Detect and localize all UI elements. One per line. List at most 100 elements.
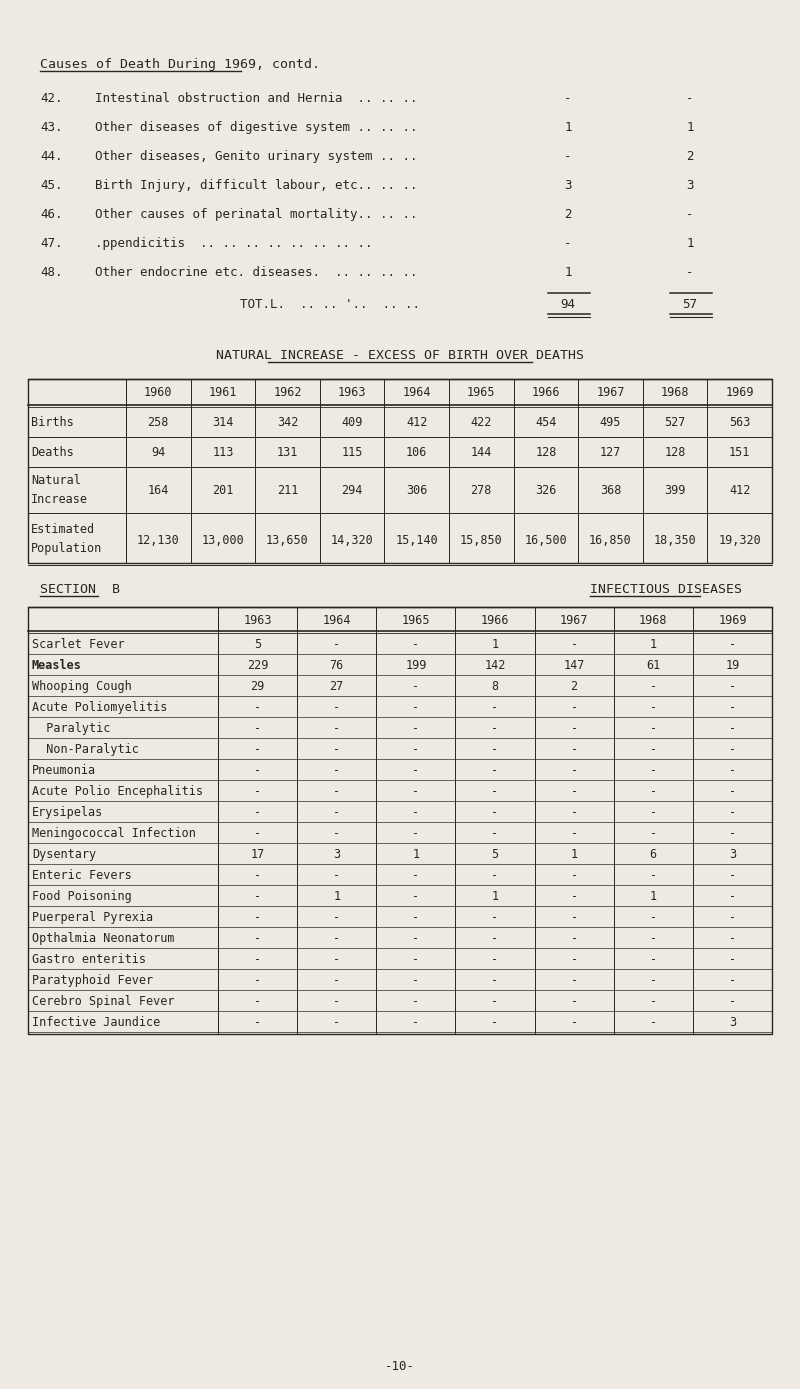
- Text: -: -: [254, 701, 261, 714]
- Text: Causes of Death During 1969, contd.: Causes of Death During 1969, contd.: [40, 58, 320, 71]
- Text: 3: 3: [686, 179, 694, 192]
- Text: 6: 6: [650, 849, 657, 861]
- Text: -: -: [412, 806, 419, 820]
- Text: Whooping Cough: Whooping Cough: [32, 681, 132, 693]
- Text: 15,850: 15,850: [460, 533, 502, 546]
- Text: -: -: [491, 701, 498, 714]
- Text: 306: 306: [406, 485, 427, 497]
- Text: -: -: [650, 932, 657, 945]
- Text: -: -: [333, 826, 340, 840]
- Text: 1: 1: [564, 267, 572, 279]
- Text: 368: 368: [600, 485, 621, 497]
- Text: INFECTIOUS DISEASES: INFECTIOUS DISEASES: [590, 583, 742, 596]
- Text: -: -: [650, 953, 657, 965]
- Text: 8: 8: [491, 681, 498, 693]
- Text: -: -: [570, 764, 578, 776]
- Text: 128: 128: [665, 446, 686, 460]
- Text: -: -: [254, 911, 261, 924]
- Text: -: -: [491, 1015, 498, 1029]
- Text: 131: 131: [277, 446, 298, 460]
- Text: -: -: [333, 953, 340, 965]
- Text: 57: 57: [682, 299, 698, 311]
- Text: 1961: 1961: [209, 386, 237, 400]
- Text: -: -: [564, 92, 572, 106]
- Text: 3: 3: [729, 849, 736, 861]
- Text: -: -: [254, 870, 261, 882]
- Bar: [28, 607, 772, 1033]
- Text: Paratyphoid Fever: Paratyphoid Fever: [32, 974, 153, 988]
- Text: 127: 127: [600, 446, 621, 460]
- Text: -: -: [254, 826, 261, 840]
- Text: -: -: [729, 806, 736, 820]
- Text: -: -: [564, 238, 572, 250]
- Text: 2: 2: [564, 208, 572, 221]
- Text: Other diseases, Genito urinary system .. ..: Other diseases, Genito urinary system ..…: [95, 150, 418, 163]
- Text: -: -: [650, 995, 657, 1008]
- Text: 3: 3: [333, 849, 340, 861]
- Text: Increase: Increase: [31, 493, 88, 506]
- Text: 164: 164: [148, 485, 169, 497]
- Text: Opthalmia Neonatorum: Opthalmia Neonatorum: [32, 932, 174, 945]
- Text: -: -: [650, 974, 657, 988]
- Text: 151: 151: [729, 446, 750, 460]
- Text: Intestinal obstruction and Hernia  .. .. ..: Intestinal obstruction and Hernia .. .. …: [95, 92, 418, 106]
- Text: 1: 1: [564, 121, 572, 133]
- Text: 1967: 1967: [596, 386, 625, 400]
- Text: -: -: [254, 974, 261, 988]
- Text: 1: 1: [686, 121, 694, 133]
- Text: -: -: [650, 681, 657, 693]
- Text: -: -: [729, 953, 736, 965]
- Text: 2: 2: [686, 150, 694, 163]
- Text: -: -: [333, 743, 340, 756]
- Text: 94: 94: [561, 299, 575, 311]
- Text: 27: 27: [330, 681, 344, 693]
- Text: 16,500: 16,500: [525, 533, 567, 546]
- Text: -: -: [570, 826, 578, 840]
- Text: -: -: [570, 785, 578, 799]
- Text: TOT.L.  .. .. '..  .. ..: TOT.L. .. .. '.. .. ..: [240, 299, 420, 311]
- Text: -: -: [333, 911, 340, 924]
- Text: -: -: [333, 932, 340, 945]
- Text: -: -: [729, 701, 736, 714]
- Text: -: -: [412, 826, 419, 840]
- Text: -: -: [491, 911, 498, 924]
- Text: Deaths: Deaths: [31, 446, 74, 460]
- Text: 29: 29: [250, 681, 265, 693]
- Text: 2: 2: [570, 681, 578, 693]
- Text: -: -: [412, 911, 419, 924]
- Text: Meningococcal Infection: Meningococcal Infection: [32, 826, 196, 840]
- Text: 1963: 1963: [243, 614, 272, 626]
- Text: -: -: [254, 932, 261, 945]
- Text: -: -: [412, 995, 419, 1008]
- Text: 142: 142: [484, 658, 506, 672]
- Text: -: -: [491, 785, 498, 799]
- Text: 342: 342: [277, 417, 298, 429]
- Text: 16,850: 16,850: [589, 533, 632, 546]
- Text: -: -: [333, 785, 340, 799]
- Text: Infective Jaundice: Infective Jaundice: [32, 1015, 160, 1029]
- Text: 147: 147: [563, 658, 585, 672]
- Text: -: -: [570, 722, 578, 735]
- Text: 13,650: 13,650: [266, 533, 309, 546]
- Text: -: -: [650, 785, 657, 799]
- Text: 229: 229: [247, 658, 268, 672]
- Text: 1: 1: [650, 890, 657, 903]
- Text: Non-Paralytic: Non-Paralytic: [32, 743, 139, 756]
- Text: 201: 201: [212, 485, 234, 497]
- Text: Natural: Natural: [31, 474, 81, 488]
- Text: Dysentary: Dysentary: [32, 849, 96, 861]
- Text: -: -: [491, 995, 498, 1008]
- Text: -: -: [650, 764, 657, 776]
- Text: -: -: [412, 953, 419, 965]
- Text: Puerperal Pyrexia: Puerperal Pyrexia: [32, 911, 153, 924]
- Text: 1964: 1964: [322, 614, 351, 626]
- Text: -: -: [254, 764, 261, 776]
- Text: Estimated: Estimated: [31, 524, 95, 536]
- Text: 5: 5: [491, 849, 498, 861]
- Text: -: -: [412, 743, 419, 756]
- Text: -: -: [570, 638, 578, 651]
- Text: -: -: [729, 826, 736, 840]
- Text: -: -: [570, 953, 578, 965]
- Text: 13,000: 13,000: [202, 533, 244, 546]
- Text: Paralytic: Paralytic: [32, 722, 110, 735]
